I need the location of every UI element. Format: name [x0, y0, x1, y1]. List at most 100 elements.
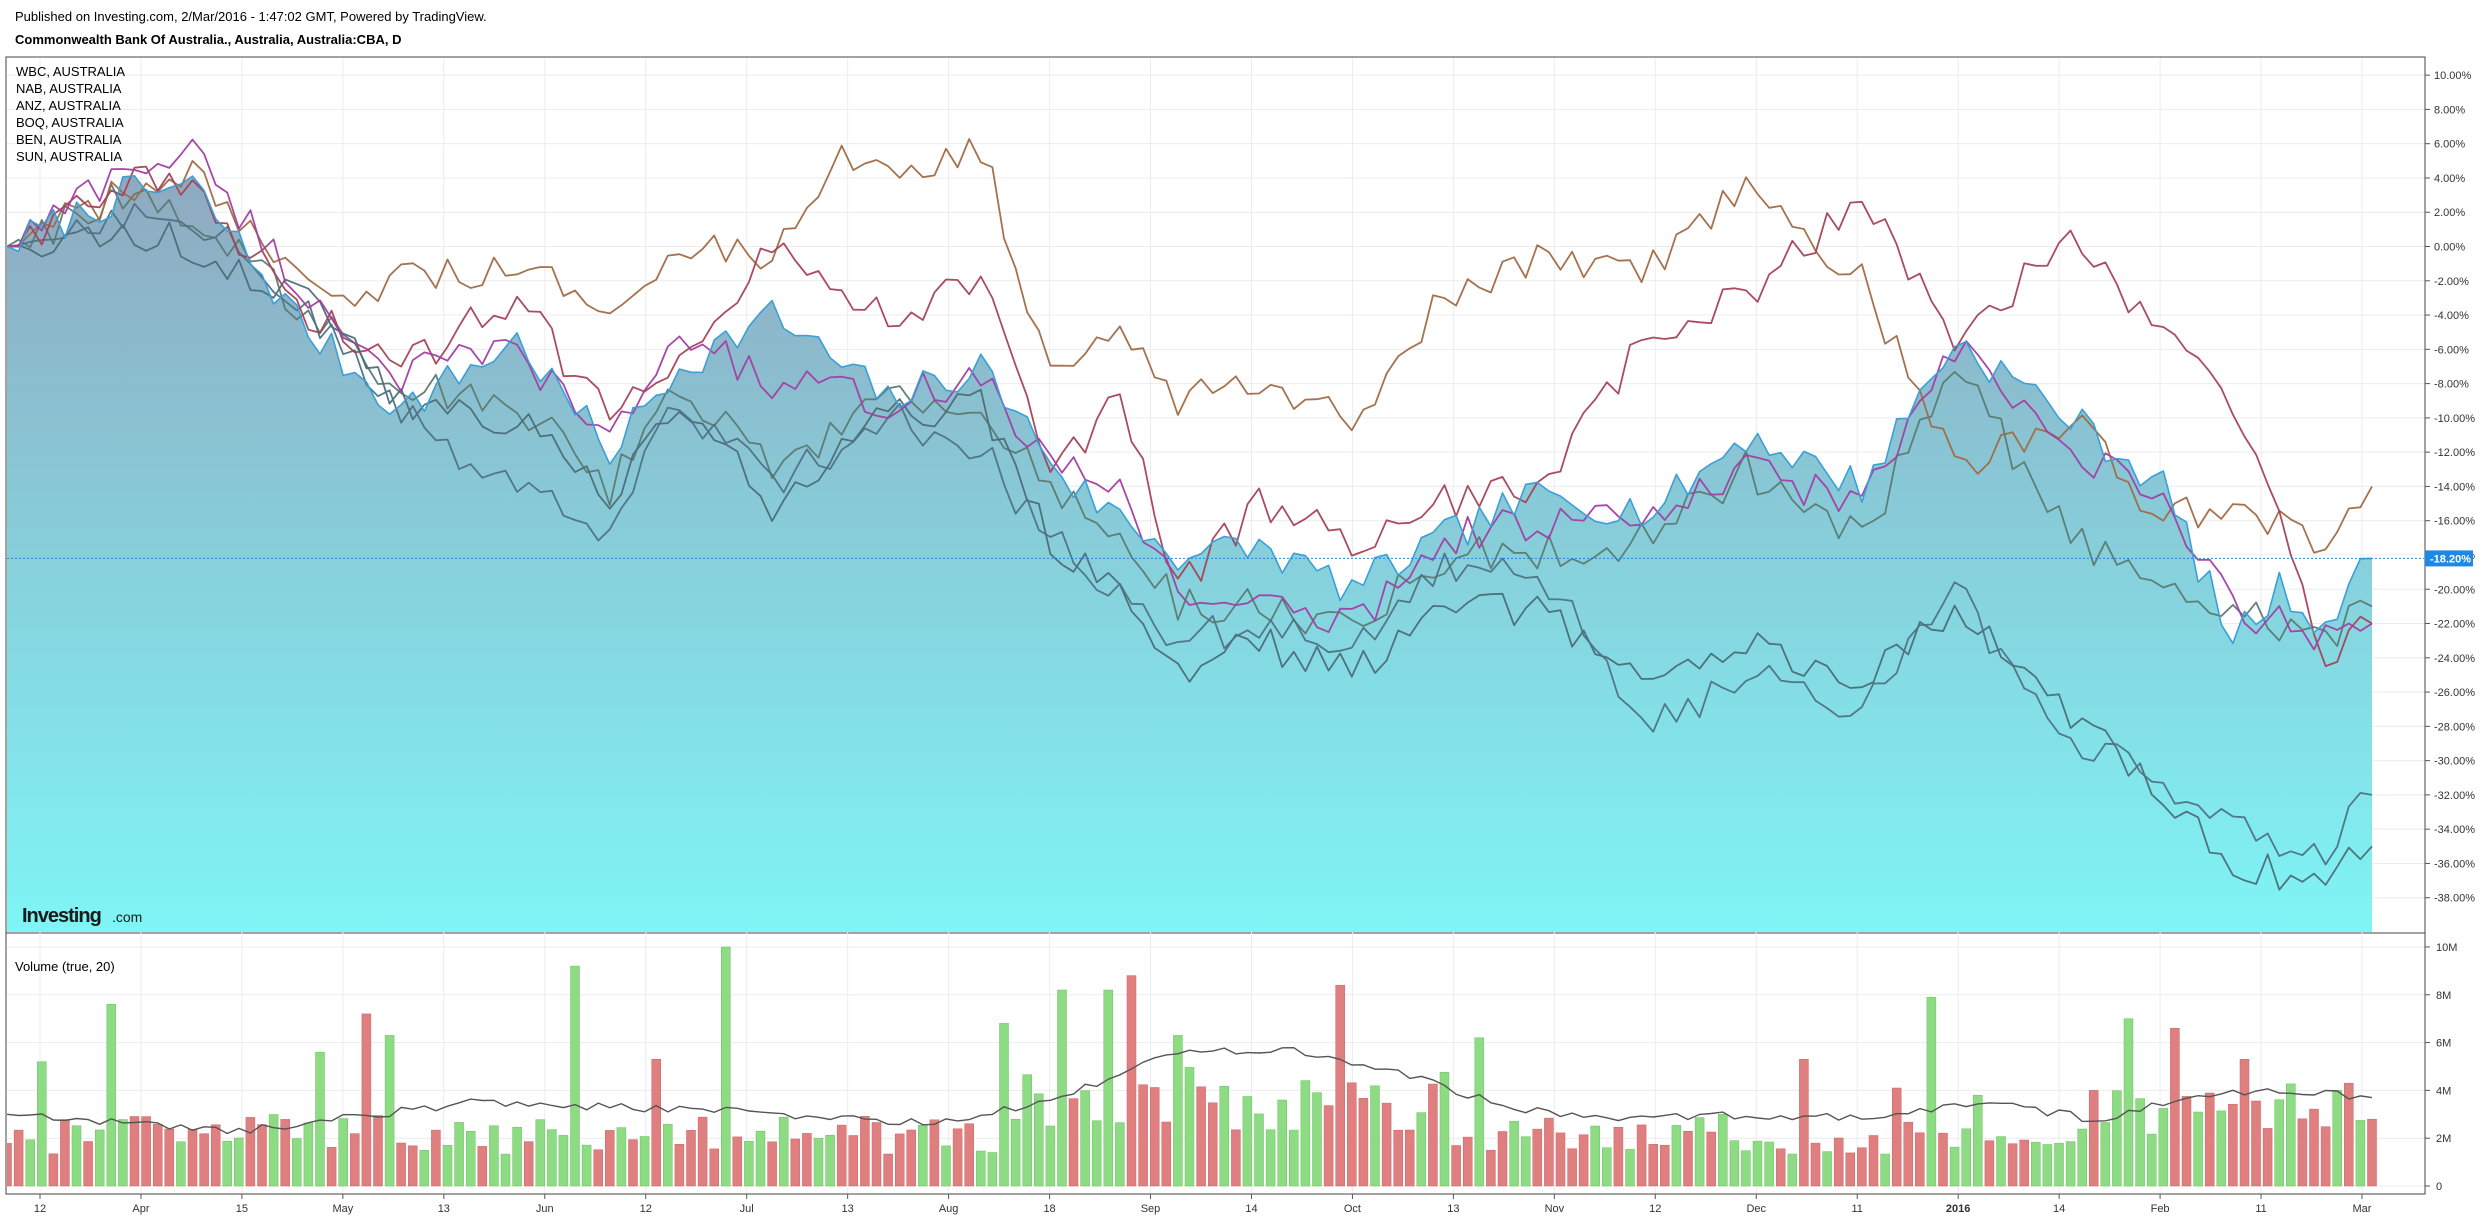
volume-bar	[2146, 1133, 2157, 1187]
volume-bar	[1312, 1092, 1322, 1187]
legend-item-nab-australia[interactable]: NAB, AUSTRALIA	[16, 81, 122, 96]
volume-bar	[268, 1114, 279, 1187]
volume-bar	[2031, 1141, 2041, 1187]
volume-bar	[1451, 1145, 1461, 1187]
price-tick-label: 6.00%	[2434, 139, 2465, 151]
volume-bar	[1741, 1150, 1751, 1187]
time-tick-label: 13	[842, 1203, 854, 1215]
volume-bar	[1265, 1129, 1276, 1187]
volume-bar	[1057, 989, 1067, 1187]
volume-bar	[964, 1123, 974, 1187]
volume-bar	[2309, 1108, 2319, 1187]
volume-bar	[2251, 1100, 2261, 1187]
volume-bar	[245, 1117, 256, 1187]
volume-bar	[744, 1140, 754, 1187]
price-tick-label: -20.00%	[2434, 584, 2475, 596]
volume-bar	[1961, 1128, 1971, 1187]
time-tick-label: Sep	[1141, 1203, 1161, 1215]
volume-bar	[883, 1153, 893, 1187]
volume-bar	[1845, 1152, 1856, 1187]
volume-bar	[152, 1123, 163, 1187]
volume-bar	[210, 1124, 221, 1187]
volume-bar	[987, 1152, 998, 1187]
volume-bar	[350, 1133, 360, 1187]
price-tick-label: -34.00%	[2434, 824, 2475, 836]
volume-bar	[976, 1150, 986, 1187]
volume-indicator-title[interactable]: Volume (true, 20)	[15, 959, 115, 974]
volume-bar	[952, 1128, 963, 1187]
volume-bar	[1903, 1121, 1914, 1187]
volume-bar	[118, 1119, 128, 1187]
volume-bar	[1196, 1086, 1206, 1187]
volume-bar	[1219, 1086, 1230, 1187]
volume-bar	[489, 1125, 499, 1187]
last-value-badge: -18.20%	[2425, 550, 2473, 567]
volume-bar	[2077, 1128, 2087, 1187]
volume-bar	[2367, 1118, 2377, 1187]
volume-bar	[1358, 1098, 1369, 1187]
volume-bar	[1636, 1124, 1647, 1187]
volume-bar	[1045, 1125, 1056, 1187]
volume-bar	[1462, 1136, 1473, 1187]
volume-bar	[257, 1124, 267, 1187]
volume-bar	[2007, 1143, 2018, 1187]
volume-bar	[2158, 1108, 2169, 1187]
volume-bar	[361, 1013, 372, 1187]
volume-bar	[1694, 1117, 1705, 1187]
volume-bar	[1254, 1113, 1264, 1187]
volume-bar	[234, 1137, 244, 1187]
volume-bar	[1833, 1137, 1844, 1187]
volume-bar	[2042, 1144, 2053, 1187]
time-tick-label: 11	[1852, 1203, 1863, 1215]
volume-bar	[187, 1128, 198, 1187]
volume-bar	[721, 946, 731, 1187]
volume-bar	[396, 1142, 406, 1187]
volume-bar	[1555, 1132, 1566, 1187]
volume-bar	[292, 1138, 302, 1187]
price-tick-label: 4.00%	[2434, 173, 2465, 185]
volume-bar	[1799, 1059, 1809, 1187]
volume-bar	[732, 1136, 743, 1187]
volume-bar	[906, 1129, 916, 1187]
time-tick-label: 12	[640, 1203, 652, 1215]
volume-bar	[1868, 1135, 1879, 1187]
volume-moving-average	[7, 1046, 2373, 1135]
volume-bar	[523, 1141, 534, 1187]
volume-bar	[1323, 1105, 1334, 1187]
price-tick-label: -6.00%	[2434, 344, 2469, 356]
legend-item-ben-australia[interactable]: BEN, AUSTRALIA	[16, 132, 122, 147]
volume-bar	[1915, 1132, 1925, 1187]
volume-bar	[2286, 1083, 2296, 1187]
volume-bar	[373, 1115, 383, 1187]
volume-bar	[1161, 1121, 1172, 1187]
legend-item-anz-australia[interactable]: ANZ, AUSTRALIA	[16, 98, 121, 113]
volume-bar	[1277, 1099, 1287, 1187]
volume-bar	[164, 1128, 175, 1187]
legend[interactable]: WBC, AUSTRALIA NAB, AUSTRALIA ANZ, AUSTRAL…	[16, 64, 125, 164]
volume-bar	[1520, 1136, 1531, 1187]
volume-bar	[1091, 1120, 1102, 1187]
volume-bar	[1706, 1131, 1716, 1187]
volume-bar	[1149, 1087, 1160, 1187]
time-tick-label: Dec	[1746, 1203, 1766, 1215]
legend-item-boq-australia[interactable]: BOQ, AUSTRALIA	[16, 115, 124, 130]
price-axis-ticks[interactable]: 10.00% 8.00% 6.00% 4.00% 2.00% 0.00% -2.00% -4.…	[2425, 70, 2475, 905]
volume-bar	[1034, 1093, 1044, 1187]
volume-bar	[1660, 1144, 1670, 1187]
volume-bar	[2193, 1111, 2203, 1187]
investing-logo: Investing .com	[22, 905, 142, 927]
volume-axis-ticks[interactable]: 10M 8M 6M 4M 2M 0	[2425, 942, 2457, 1193]
volume-bar	[1022, 1074, 1032, 1187]
volume-bar	[2065, 1141, 2076, 1187]
legend-item-sun-australia[interactable]: SUN, AUSTRALIA	[16, 149, 123, 164]
volume-bar	[1068, 1098, 1079, 1187]
volume-bar	[512, 1126, 522, 1187]
time-axis-ticks[interactable]: 12 Apr 15 May 13 Jun 12 Jul 13 Aug 18 Sep 14 Oct 13 Nov…	[34, 1194, 2372, 1215]
price-tick-label: -38.00%	[2434, 893, 2475, 905]
price-tick-label: -16.00%	[2434, 516, 2475, 528]
volume-bar	[1103, 989, 1114, 1187]
volume-bar	[2181, 1096, 2192, 1187]
legend-item-wbc-australia[interactable]: WBC, AUSTRALIA	[16, 64, 125, 79]
time-tick-label: 13	[438, 1203, 450, 1215]
